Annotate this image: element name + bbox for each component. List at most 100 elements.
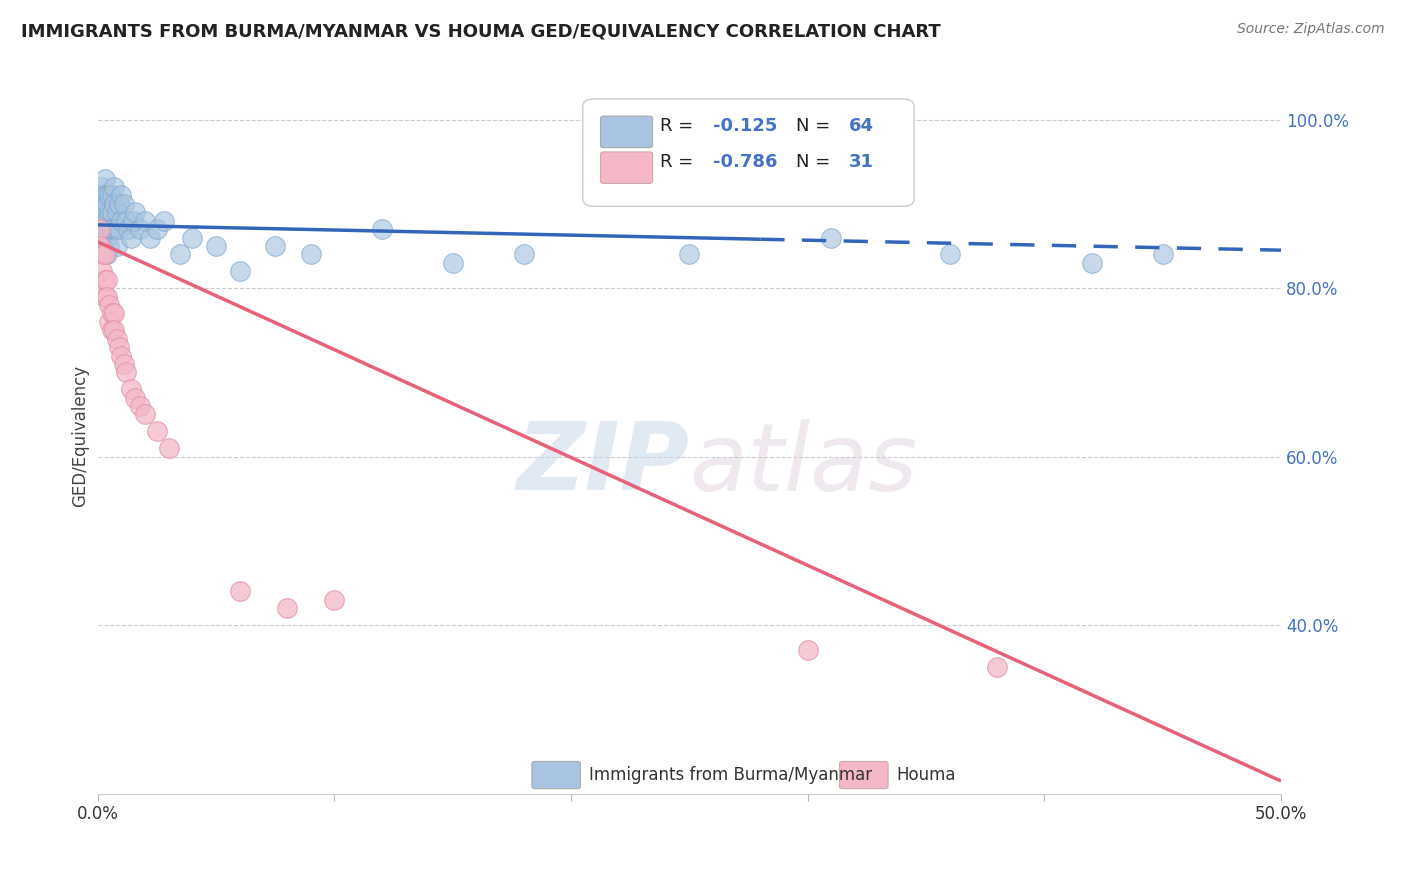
Point (512, 247, 534, 261)
Point (100, 222, 122, 236)
Point (98, 298, 121, 312)
Point (89, 230, 111, 244)
Text: N =: N = (796, 153, 835, 171)
Point (110, 349, 132, 363)
Point (103, 197, 125, 211)
Point (124, 391, 146, 405)
Point (122, 213, 145, 227)
Point (96, 188, 118, 202)
Point (100, 306, 122, 320)
Point (820, 230, 842, 244)
Point (91, 180, 114, 194)
FancyBboxPatch shape (839, 762, 889, 789)
Point (323, 592, 346, 607)
Point (91, 222, 114, 236)
Point (264, 239, 287, 253)
Point (228, 584, 250, 599)
Point (228, 264, 250, 278)
Text: Source: ZipAtlas.com: Source: ZipAtlas.com (1237, 22, 1385, 37)
Text: atlas: atlas (689, 418, 918, 509)
Point (103, 306, 125, 320)
Text: Houma: Houma (897, 766, 956, 784)
Point (370, 222, 392, 236)
FancyBboxPatch shape (600, 116, 652, 148)
Point (129, 399, 152, 413)
Point (157, 441, 180, 455)
Point (1152, 247, 1174, 261)
Point (100, 188, 122, 202)
Point (112, 197, 135, 211)
Point (93, 273, 115, 287)
Point (120, 382, 142, 396)
Point (93, 247, 115, 261)
Point (129, 222, 152, 236)
Point (100, 205, 122, 219)
Point (103, 323, 125, 337)
Point (110, 188, 132, 202)
Point (115, 365, 138, 379)
FancyBboxPatch shape (600, 152, 652, 184)
Point (205, 239, 228, 253)
Point (441, 256, 464, 270)
Point (124, 205, 146, 219)
Point (91, 213, 114, 227)
Text: IMMIGRANTS FROM BURMA/MYANMAR VS HOUMA GED/EQUIVALENCY CORRELATION CHART: IMMIGRANTS FROM BURMA/MYANMAR VS HOUMA G… (21, 22, 941, 40)
Point (103, 180, 125, 194)
Point (89, 197, 111, 211)
Point (105, 222, 128, 236)
Point (134, 408, 156, 422)
FancyBboxPatch shape (531, 762, 581, 789)
Y-axis label: GED/Equivalency: GED/Equivalency (72, 365, 89, 507)
Point (89, 239, 111, 253)
Point (91, 230, 114, 244)
Point (91, 239, 114, 253)
Point (986, 660, 1008, 674)
Point (89, 222, 111, 236)
Point (110, 213, 132, 227)
Point (112, 357, 135, 371)
Point (145, 425, 167, 439)
Point (93, 205, 115, 219)
Point (938, 247, 960, 261)
Point (115, 213, 138, 227)
Point (96, 197, 118, 211)
Point (93, 213, 115, 227)
Text: ZIP: ZIP (516, 418, 689, 510)
Point (98, 315, 121, 329)
Point (299, 247, 322, 261)
Text: Immigrants from Burma/Myanmar: Immigrants from Burma/Myanmar (589, 766, 872, 784)
Point (105, 239, 128, 253)
Point (678, 247, 700, 261)
Point (98, 222, 121, 236)
Point (93, 289, 115, 303)
Text: -0.125: -0.125 (713, 117, 778, 136)
Text: 31: 31 (849, 153, 875, 171)
Point (96, 230, 118, 244)
Text: 64: 64 (849, 117, 875, 136)
Point (100, 323, 122, 337)
Text: R =: R = (659, 117, 699, 136)
Text: N =: N = (796, 117, 835, 136)
Point (89, 239, 111, 253)
Point (93, 171, 115, 186)
Point (276, 601, 298, 615)
Point (169, 247, 191, 261)
Point (96, 273, 118, 287)
Point (93, 230, 115, 244)
Point (91, 205, 114, 219)
Point (98, 205, 121, 219)
Point (108, 197, 131, 211)
Point (108, 222, 131, 236)
Point (91, 247, 114, 261)
Point (138, 230, 160, 244)
Point (120, 230, 142, 244)
Point (98, 239, 121, 253)
Point (145, 222, 167, 236)
FancyBboxPatch shape (582, 99, 914, 206)
Point (89, 213, 111, 227)
Text: R =: R = (659, 153, 699, 171)
Point (153, 213, 176, 227)
Point (96, 247, 118, 261)
Point (796, 643, 818, 657)
Point (181, 230, 204, 244)
